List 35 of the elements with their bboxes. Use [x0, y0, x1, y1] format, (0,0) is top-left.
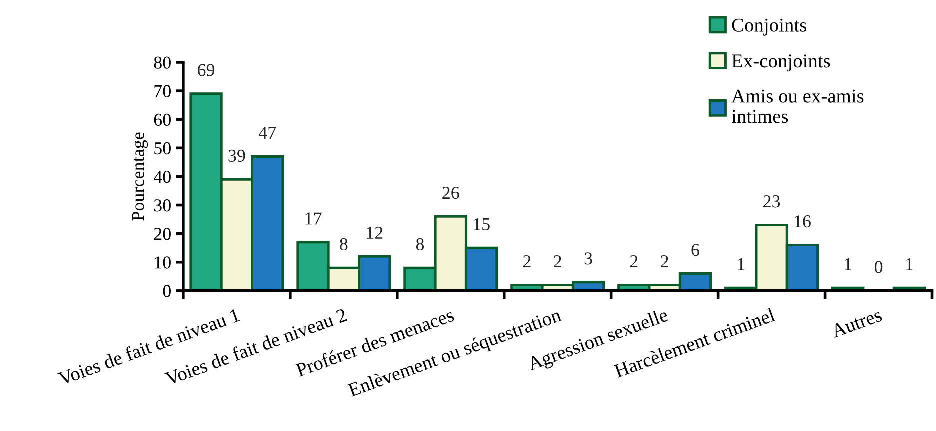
data-label: 16: [795, 216, 811, 228]
data-label: 8: [416, 238, 424, 251]
legend-label: Ex-conjoints: [732, 54, 830, 72]
data-label: 2: [661, 256, 668, 268]
x-tick-label: Autres: [830, 308, 883, 338]
data-label: 12: [367, 226, 383, 239]
y-tick-label: 40: [154, 170, 171, 184]
data-label: 47: [258, 127, 276, 139]
legend-label: Conjoints: [732, 18, 806, 36]
data-label: 3: [584, 252, 592, 265]
data-label: 2: [630, 256, 638, 268]
y-tick-label: 20: [154, 228, 171, 240]
y-tick-label: 60: [154, 114, 171, 126]
y-tick-label: 0: [163, 285, 171, 298]
legend-label: Amis ou ex-amis intimes: [732, 90, 864, 124]
y-tick-label: 80: [154, 56, 171, 69]
y-tick-label: 70: [154, 85, 171, 98]
data-label: 1: [738, 258, 745, 270]
data-label: 1: [845, 258, 852, 270]
data-label: 39: [228, 150, 246, 162]
data-label: 6: [692, 244, 700, 256]
y-tick-label: 30: [154, 200, 171, 212]
data-label: 26: [442, 186, 460, 200]
data-label: 23: [764, 196, 780, 208]
data-label: 1: [906, 258, 913, 270]
data-label: 17: [306, 212, 322, 225]
y-tick-label: 10: [155, 256, 171, 269]
y-tick-label: 50: [154, 142, 171, 155]
y-axis-title: Pourcentage: [132, 132, 148, 221]
data-label: 15: [474, 218, 490, 231]
data-label: 0: [874, 261, 883, 274]
data-label: 2: [554, 256, 562, 268]
data-label: 69: [198, 64, 215, 76]
data-label: 2: [523, 256, 531, 268]
data-label: 8: [340, 238, 348, 251]
